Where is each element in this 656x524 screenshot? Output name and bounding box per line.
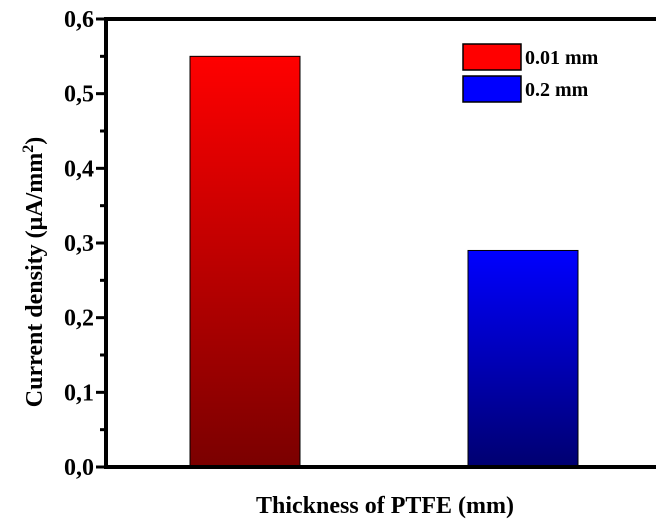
x-axis-label: Thickness of PTFE (mm) [256, 493, 514, 519]
y-tick-label: 0,3 [64, 231, 94, 257]
y-tick-label: 0,1 [64, 380, 94, 406]
legend-label: 0.2 mm [525, 79, 589, 101]
y-tick-label: 0,0 [64, 455, 94, 481]
y-tick-label: 0,2 [64, 306, 94, 332]
y-axis-label: Current density (μA/mm2) [20, 137, 48, 407]
y-tick-label: 0,6 [64, 7, 94, 33]
legend-swatch [462, 43, 522, 71]
legend: 0.01 mm 0.2 mm [462, 43, 599, 103]
bar-0-01-mm [189, 55, 301, 468]
y-tick-label: 0,5 [64, 82, 94, 108]
legend-label: 0.01 mm [525, 47, 599, 69]
y-axis-ticks: 0,0 0,1 0,2 0,3 0,4 0,5 0,6 [64, 7, 106, 481]
bars-layer [189, 55, 579, 468]
bar-0-2-mm [467, 249, 579, 468]
y-tick-label: 0,4 [64, 156, 94, 182]
legend-swatch [462, 75, 522, 103]
